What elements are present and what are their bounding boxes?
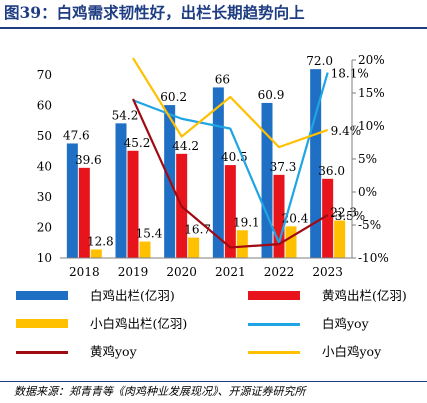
x-axis-tick-label: 2020 xyxy=(166,265,197,279)
legend-swatch xyxy=(16,351,68,354)
bar-value-label: 16.7 xyxy=(184,223,211,237)
series-end-label: 9.4% xyxy=(331,124,362,138)
left-axis-tick-label: 60 xyxy=(37,99,52,113)
series-line xyxy=(132,72,329,244)
bar xyxy=(334,220,346,258)
legend-swatch xyxy=(248,323,300,326)
bar xyxy=(115,123,127,258)
bar xyxy=(90,249,102,258)
bar-value-label: 19.1 xyxy=(233,215,260,229)
chart-legend: 白鸡出栏(亿羽) 黄鸡出栏(亿羽) 小白鸡出栏(亿羽) 白鸡yoy 黄鸡yoy … xyxy=(16,286,416,366)
left-axis-tick-label: 70 xyxy=(37,68,52,82)
bar xyxy=(273,174,285,258)
axes: 10 20 30 40 50 60 70 -10% -5% 0% 5% 10% 15% 20% 2018 20… xyxy=(37,53,389,279)
bar xyxy=(66,143,78,258)
title-divider xyxy=(0,27,427,29)
bar-value-label: 60.9 xyxy=(258,88,285,102)
source-note: 数据来源：郑青青等《肉鸡种业发展现况》、开源证券研究所 xyxy=(14,385,306,398)
legend-swatch xyxy=(248,291,300,300)
legend-swatch xyxy=(248,351,300,354)
legend-swatch xyxy=(16,291,68,300)
right-axis-tick-label: -5% xyxy=(358,218,381,232)
bar-value-label: 47.6 xyxy=(63,128,90,142)
bar-value-label: 37.3 xyxy=(270,160,297,174)
bar-value-label: 15.4 xyxy=(136,227,163,241)
bar-value-label: 72.0 xyxy=(306,54,333,68)
bar xyxy=(78,167,90,258)
yoy-end-labels: 18.1% -3.5% 9.4% xyxy=(331,67,369,224)
bar-value-label: 44.2 xyxy=(172,139,199,153)
legend-label: 黄鸡yoy xyxy=(90,344,137,359)
series-line xyxy=(131,98,329,249)
bar-value-label: 36.0 xyxy=(318,164,345,178)
bar xyxy=(224,165,236,258)
bar-value-label: 12.8 xyxy=(87,234,114,248)
right-axis-tick-label: -10% xyxy=(358,251,389,265)
figure-title: 图39：白鸡需求韧性好，出栏长期趋势向上 xyxy=(4,3,305,22)
bar-value-label: 39.6 xyxy=(75,153,102,167)
series-line xyxy=(132,57,329,149)
legend-label: 黄鸡出栏(亿羽) xyxy=(322,288,407,303)
legend-swatch xyxy=(16,319,68,328)
left-axis-tick-label: 10 xyxy=(37,251,52,265)
yoy-lines xyxy=(131,57,329,249)
left-axis-tick-label: 20 xyxy=(37,221,52,235)
right-axis-tick-label: 20% xyxy=(358,53,385,67)
source-divider xyxy=(0,381,427,382)
bar-marks xyxy=(66,69,346,259)
bar-value-label: 20.4 xyxy=(282,211,309,225)
x-axis-tick-label: 2018 xyxy=(69,265,100,279)
right-axis-tick-label: 5% xyxy=(358,152,377,166)
bar xyxy=(212,87,224,259)
bar-value-label: 54.2 xyxy=(112,108,139,122)
x-axis-tick-label: 2022 xyxy=(264,265,295,279)
right-axis-tick-label: 15% xyxy=(358,86,385,100)
legend-label: 白鸡出栏(亿羽) xyxy=(90,288,175,303)
bar xyxy=(322,178,334,258)
bar xyxy=(127,150,139,258)
bar xyxy=(188,237,200,258)
series-end-label: -3.5% xyxy=(331,209,366,223)
bar-value-label: 45.2 xyxy=(124,136,151,150)
series-end-label: 18.1% xyxy=(331,67,369,81)
legend-label: 小白鸡出栏(亿羽) xyxy=(90,316,188,331)
left-axis-tick-label: 30 xyxy=(37,190,52,204)
bar-value-label: 66 xyxy=(215,72,230,86)
bar xyxy=(139,241,151,258)
legend-label: 小白鸡yoy xyxy=(322,344,382,359)
right-axis-tick-label: 10% xyxy=(358,119,385,133)
bar xyxy=(261,102,273,258)
bar xyxy=(310,69,322,258)
x-axis-tick-label: 2019 xyxy=(118,265,149,279)
x-axis-tick-label: 2021 xyxy=(215,265,246,279)
bar xyxy=(236,230,248,258)
right-axis-tick-label: 0% xyxy=(358,185,377,199)
bar-value-label: 22.3 xyxy=(330,206,357,220)
left-axis-tick-label: 40 xyxy=(37,160,52,174)
left-axis-tick-label: 50 xyxy=(37,129,52,143)
bar xyxy=(285,226,297,258)
bar-value-label: 60.2 xyxy=(160,90,187,104)
x-axis-tick-label: 2023 xyxy=(312,265,343,279)
legend-label: 白鸡yoy xyxy=(322,316,369,331)
